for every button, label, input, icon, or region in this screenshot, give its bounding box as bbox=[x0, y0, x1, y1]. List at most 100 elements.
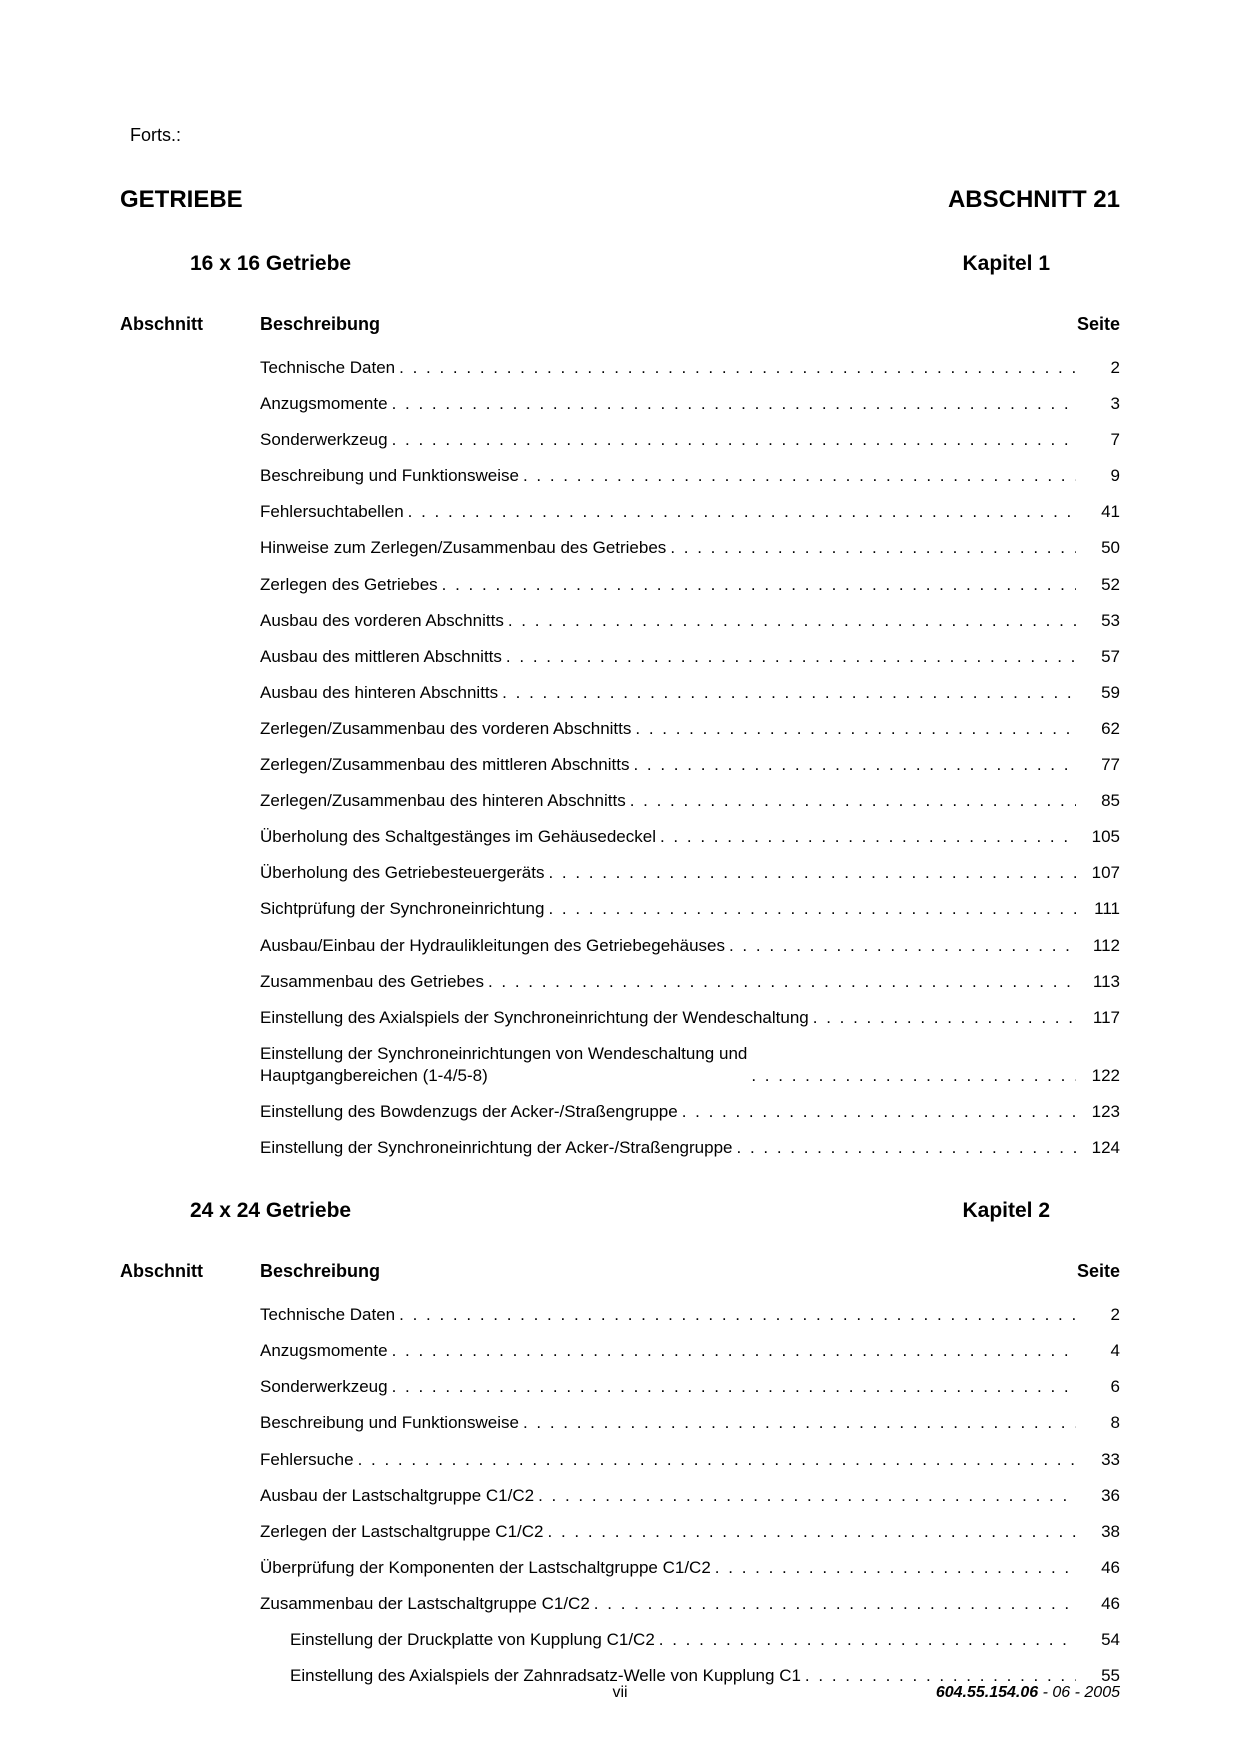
entry-page: 112 bbox=[1080, 935, 1120, 957]
leader-dots: . . . . . . . . . . . . . . . . . . . . … bbox=[538, 1485, 1076, 1507]
toc-entry: Einstellung des Bowdenzugs der Acker-/St… bbox=[260, 1101, 1120, 1123]
toc-entry: Beschreibung und Funktionsweise. . . . .… bbox=[260, 465, 1120, 487]
entry-page: 46 bbox=[1080, 1557, 1120, 1579]
leader-dots: . . . . . . . . . . . . . . . . . . . . … bbox=[399, 1304, 1076, 1326]
col-seite: Seite bbox=[1060, 314, 1120, 335]
entry-label: Überprüfung der Komponenten der Lastscha… bbox=[260, 1557, 711, 1579]
leader-dots: . . . . . . . . . . . . . . . . . . . . … bbox=[729, 935, 1076, 957]
toc-entry: Überprüfung der Komponenten der Lastscha… bbox=[260, 1557, 1120, 1579]
entries-list: Technische Daten. . . . . . . . . . . . … bbox=[260, 1304, 1120, 1687]
entry-page: 52 bbox=[1080, 574, 1120, 596]
leader-dots: . . . . . . . . . . . . . . . . . . . . … bbox=[737, 1137, 1077, 1159]
toc-entry: Einstellung des Axialspiels der Synchron… bbox=[260, 1007, 1120, 1029]
entry-label: Zerlegen der Lastschaltgruppe C1/C2 bbox=[260, 1521, 544, 1543]
entry-page: 123 bbox=[1080, 1101, 1120, 1123]
leader-dots: . . . . . . . . . . . . . . . . . . . . … bbox=[548, 862, 1076, 884]
leader-dots: . . . . . . . . . . . . . . . . . . . . … bbox=[502, 682, 1076, 704]
entry-page: 9 bbox=[1080, 465, 1120, 487]
toc-entry: Technische Daten. . . . . . . . . . . . … bbox=[260, 357, 1120, 379]
leader-dots: . . . . . . . . . . . . . . . . . . . . … bbox=[399, 357, 1076, 379]
entry-page: 2 bbox=[1080, 1304, 1120, 1326]
entry-label: Zerlegen/Zusammenbau des mittleren Absch… bbox=[260, 754, 629, 776]
entry-page: 41 bbox=[1080, 501, 1120, 523]
leader-dots: . . . . . . . . . . . . . . . . . . . . … bbox=[408, 501, 1076, 523]
col-abschnitt: Abschnitt bbox=[120, 1261, 260, 1282]
leader-dots: . . . . . . . . . . . . . . . . . . . . … bbox=[488, 971, 1076, 993]
toc-entry: Anzugsmomente. . . . . . . . . . . . . .… bbox=[260, 1340, 1120, 1362]
toc-entry: Hinweise zum Zerlegen/Zusammenbau des Ge… bbox=[260, 537, 1120, 559]
entry-label: Einstellung der Synchroneinrichtung der … bbox=[260, 1137, 733, 1159]
entry-label: Einstellung des Bowdenzugs der Acker-/St… bbox=[260, 1101, 678, 1123]
entry-page: 33 bbox=[1080, 1449, 1120, 1471]
entry-page: 124 bbox=[1080, 1137, 1120, 1159]
entry-label: Beschreibung und Funktionsweise bbox=[260, 1412, 519, 1434]
entry-label: Zerlegen/Zusammenbau des vorderen Abschn… bbox=[260, 718, 631, 740]
toc-entry: Ausbau des mittleren Abschnitts. . . . .… bbox=[260, 646, 1120, 668]
entry-page: 8 bbox=[1080, 1412, 1120, 1434]
toc-entry: Beschreibung und Funktionsweise. . . . .… bbox=[260, 1412, 1120, 1434]
entry-label: Ausbau des mittleren Abschnitts bbox=[260, 646, 502, 668]
entry-page: 113 bbox=[1080, 971, 1120, 993]
toc-entry: Zerlegen/Zusammenbau des hinteren Abschn… bbox=[260, 790, 1120, 812]
chapter-number: Kapitel 2 bbox=[962, 1199, 1050, 1223]
leader-dots: . . . . . . . . . . . . . . . . . . . . … bbox=[635, 718, 1076, 740]
toc-page: Forts.: GETRIEBE ABSCHNITT 21 16 x 16 Ge… bbox=[120, 125, 1120, 1701]
entries-list: Technische Daten. . . . . . . . . . . . … bbox=[260, 357, 1120, 1159]
entry-page: 7 bbox=[1080, 429, 1120, 451]
leader-dots: . . . . . . . . . . . . . . . . . . . . … bbox=[633, 754, 1076, 776]
toc-entry: Überholung des Getriebesteuergeräts. . .… bbox=[260, 862, 1120, 884]
entry-page: 107 bbox=[1080, 862, 1120, 884]
entry-page: 36 bbox=[1080, 1485, 1120, 1507]
entry-page: 85 bbox=[1080, 790, 1120, 812]
entry-label: Einstellung des Axialspiels der Synchron… bbox=[260, 1007, 809, 1029]
toc-entry: Sichtprüfung der Synchroneinrichtung. . … bbox=[260, 898, 1120, 920]
toc-entry: Zusammenbau der Lastschaltgruppe C1/C2. … bbox=[260, 1593, 1120, 1615]
entry-label: Zusammenbau des Getriebes bbox=[260, 971, 484, 993]
doc-date: - 06 - 2005 bbox=[1038, 1684, 1120, 1701]
chapter-header: 24 x 24 GetriebeKapitel 2 bbox=[190, 1199, 1050, 1223]
page-number-roman: vii bbox=[612, 1684, 627, 1702]
chapter-number: Kapitel 1 bbox=[962, 252, 1050, 276]
entry-label: Fehlersuchtabellen bbox=[260, 501, 404, 523]
entry-page: 111 bbox=[1080, 898, 1120, 920]
doc-number: 604.55.154.06 bbox=[936, 1684, 1038, 1701]
toc-entry: Zerlegen/Zusammenbau des vorderen Abschn… bbox=[260, 718, 1120, 740]
entry-page: 46 bbox=[1080, 1593, 1120, 1615]
col-beschreibung: Beschreibung bbox=[260, 314, 1060, 335]
entry-page: 38 bbox=[1080, 1521, 1120, 1543]
entry-page: 4 bbox=[1080, 1340, 1120, 1362]
entry-label: Einstellung der Druckplatte von Kupplung… bbox=[290, 1629, 655, 1651]
toc-entry: Fehlersuchtabellen. . . . . . . . . . . … bbox=[260, 501, 1120, 523]
leader-dots: . . . . . . . . . . . . . . . . . . . . … bbox=[682, 1101, 1076, 1123]
toc-entry: Ausbau des hinteren Abschnitts. . . . . … bbox=[260, 682, 1120, 704]
entry-label: Zerlegen des Getriebes bbox=[260, 574, 438, 596]
leader-dots: . . . . . . . . . . . . . . . . . . . . … bbox=[548, 898, 1076, 920]
toc-entry: Ausbau/Einbau der Hydraulikleitungen des… bbox=[260, 935, 1120, 957]
leader-dots: . . . . . . . . . . . . . . . . . . . . … bbox=[751, 1065, 1076, 1087]
leader-dots: . . . . . . . . . . . . . . . . . . . . … bbox=[813, 1007, 1076, 1029]
entry-label: Fehlersuche bbox=[260, 1449, 354, 1471]
leader-dots: . . . . . . . . . . . . . . . . . . . . … bbox=[506, 646, 1076, 668]
chapter-title: 16 x 16 Getriebe bbox=[190, 252, 351, 276]
entry-label: Einstellung der Synchroneinrichtungen vo… bbox=[260, 1043, 747, 1087]
toc-entry: Einstellung der Druckplatte von Kupplung… bbox=[290, 1629, 1120, 1651]
toc-entry: Zerlegen des Getriebes. . . . . . . . . … bbox=[260, 574, 1120, 596]
leader-dots: . . . . . . . . . . . . . . . . . . . . … bbox=[392, 429, 1076, 451]
entry-page: 2 bbox=[1080, 357, 1120, 379]
entry-label: Zusammenbau der Lastschaltgruppe C1/C2 bbox=[260, 1593, 590, 1615]
leader-dots: . . . . . . . . . . . . . . . . . . . . … bbox=[508, 610, 1076, 632]
toc-entry: Einstellung der Synchroneinrichtung der … bbox=[260, 1137, 1120, 1159]
leader-dots: . . . . . . . . . . . . . . . . . . . . … bbox=[594, 1593, 1076, 1615]
leader-dots: . . . . . . . . . . . . . . . . . . . . … bbox=[659, 1629, 1076, 1651]
entry-label: Sonderwerkzeug bbox=[260, 1376, 388, 1398]
entry-label: Anzugsmomente bbox=[260, 393, 388, 415]
col-abschnitt: Abschnitt bbox=[120, 314, 260, 335]
leader-dots: . . . . . . . . . . . . . . . . . . . . … bbox=[630, 790, 1076, 812]
leader-dots: . . . . . . . . . . . . . . . . . . . . … bbox=[715, 1557, 1076, 1579]
entry-label: Überholung des Getriebesteuergeräts bbox=[260, 862, 544, 884]
col-beschreibung: Beschreibung bbox=[260, 1261, 1060, 1282]
toc-entry: Sonderwerkzeug. . . . . . . . . . . . . … bbox=[260, 1376, 1120, 1398]
entry-page: 59 bbox=[1080, 682, 1120, 704]
entry-label: Technische Daten bbox=[260, 1304, 395, 1326]
entry-label: Einstellung des Axialspiels der Zahnrads… bbox=[290, 1665, 801, 1687]
